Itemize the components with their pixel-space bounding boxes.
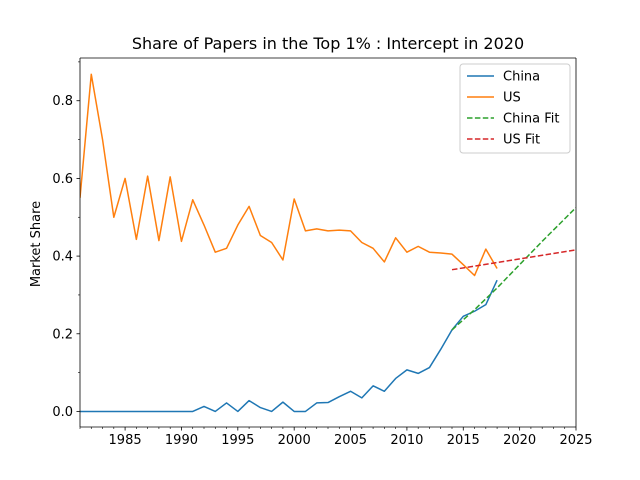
y-tick-label-1: 0.2	[52, 327, 73, 342]
legend-box	[459, 63, 571, 154]
y-tick-label-0: 0.0	[52, 405, 73, 420]
series-line-us	[80, 73, 498, 277]
plot-area: 1985 1990 1995 2000 2005 2010 2015 2020 2025 0.0 0…	[52, 57, 593, 448]
y-axis-label: Market Share	[29, 201, 44, 287]
x-tick-label-1995: 1995	[221, 433, 254, 448]
x-tick-label-2015: 2015	[447, 433, 480, 448]
series-line-china	[80, 279, 498, 413]
x-tick-label-1985: 1985	[109, 433, 142, 448]
legend-label-china: China	[503, 70, 540, 85]
y-tick-label-3: 0.6	[52, 172, 73, 187]
x-tick-label-2000: 2000	[278, 433, 311, 448]
y-tick-label-2: 0.4	[52, 250, 73, 265]
x-tick-label-2010: 2010	[390, 433, 423, 448]
chart-title: Share of Papers in the Top 1% : Intercep…	[132, 34, 524, 53]
x-tick-label-2025: 2025	[559, 433, 592, 448]
series-group	[80, 73, 576, 413]
legend-label-china-fit: China Fit	[503, 112, 560, 127]
legend-label-us-fit: US Fit	[503, 133, 540, 148]
x-tick-label-2020: 2020	[503, 433, 536, 448]
legend: China US China Fit US Fit	[459, 63, 571, 154]
legend-label-us: US	[503, 91, 521, 106]
y-tick-label-4: 0.8	[52, 94, 73, 109]
x-tick-label-1990: 1990	[165, 433, 198, 448]
series-line-china-fit	[451, 207, 576, 331]
series-line-us-fit	[451, 249, 576, 271]
x-tick-label-2005: 2005	[334, 433, 367, 448]
